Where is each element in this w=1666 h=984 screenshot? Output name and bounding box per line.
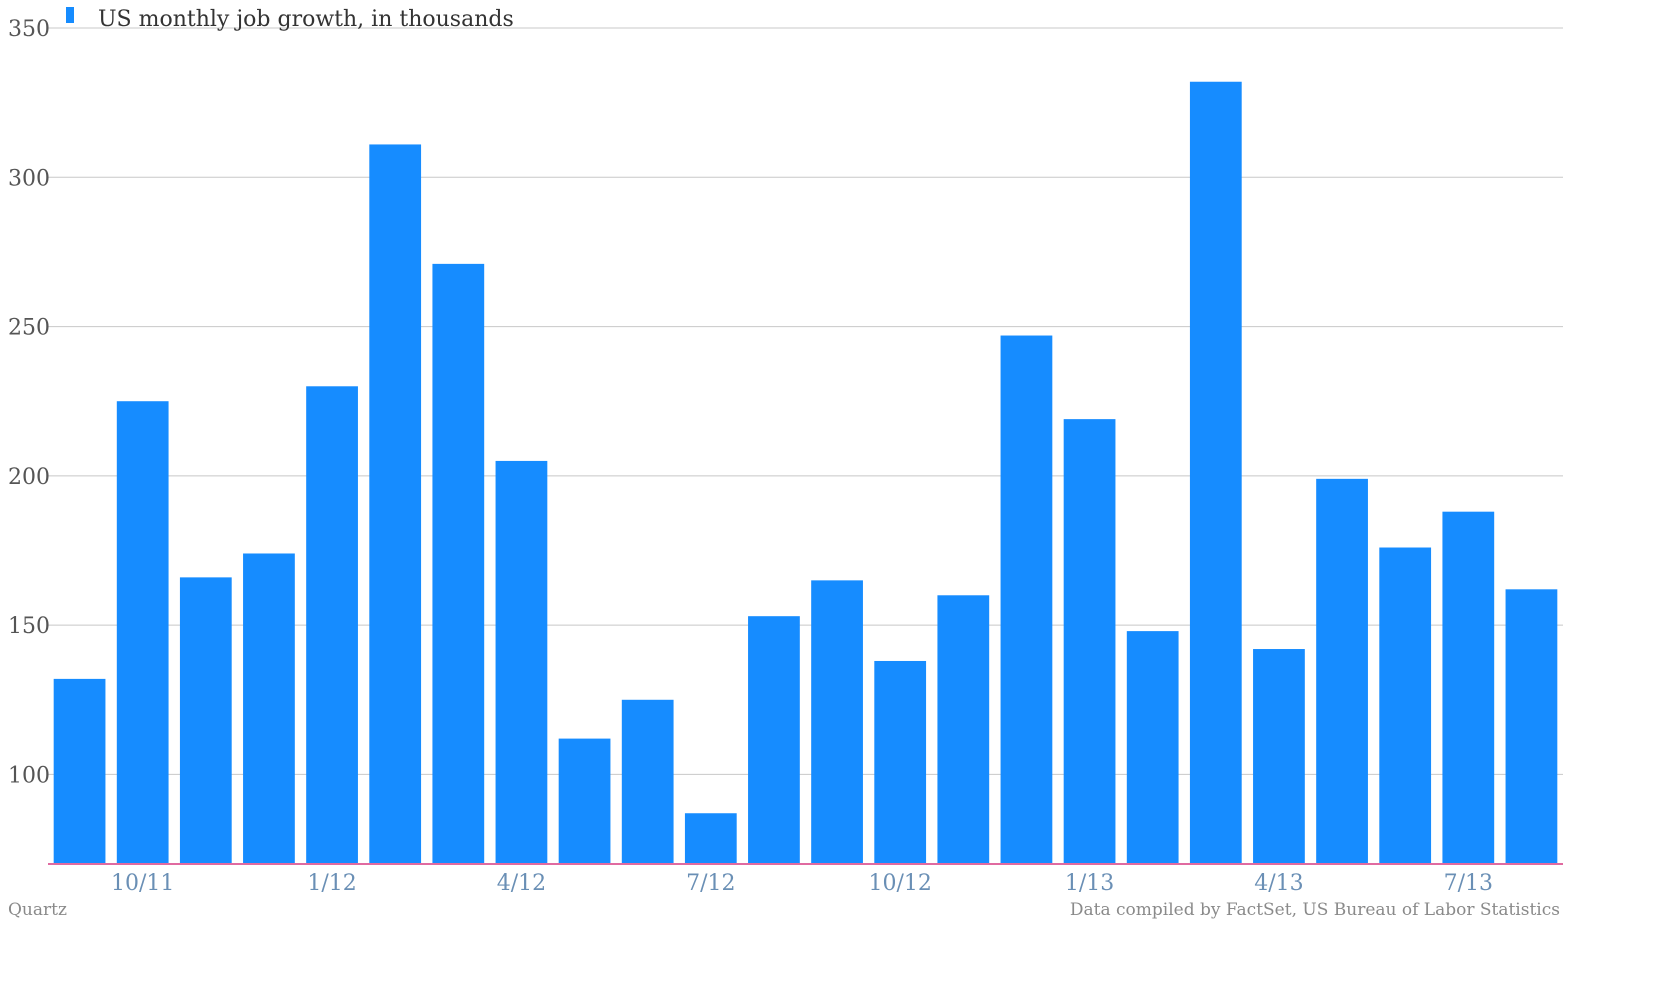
bars — [53, 81, 1558, 864]
x-tick-label-4-12: 4/12 — [497, 871, 546, 896]
bar-5-13 — [1316, 478, 1368, 864]
bar-7-12 — [684, 813, 737, 864]
legend-swatch — [66, 7, 74, 23]
y-tick-label-300: 300 — [8, 166, 50, 191]
bar-9-12 — [811, 580, 863, 864]
x-axis-ticks: 10/11 1/12 4/12 7/12 10/12 1/13 4/13 7/13 — [111, 871, 1493, 896]
y-tick-label-150: 150 — [8, 614, 50, 639]
y-axis-ticks: 350 300 250 200 150 100 — [8, 17, 50, 788]
source-credit: Data compiled by FactSet, US Bureau of L… — [1069, 900, 1560, 920]
gridlines — [48, 27, 1563, 775]
bar-8-13 — [1505, 589, 1558, 864]
bar-11-12 — [937, 595, 990, 864]
bar-6-12 — [621, 699, 674, 864]
bar-11-11 — [179, 577, 232, 864]
bar-5-12 — [558, 738, 611, 864]
bar-4-13 — [1253, 649, 1305, 864]
bar-9-11 — [53, 678, 106, 864]
y-tick-label-100: 100 — [8, 763, 50, 788]
bar-6-13 — [1379, 547, 1432, 864]
bar-10-11 — [116, 401, 169, 864]
x-tick-label-1-12: 1/12 — [307, 871, 356, 896]
y-tick-label-200: 200 — [8, 465, 50, 490]
y-tick-label-350: 350 — [8, 17, 50, 42]
x-tick-label-1-13: 1/13 — [1065, 871, 1114, 896]
bar-3-13 — [1189, 81, 1242, 864]
x-tick-label-10-12: 10/12 — [868, 871, 931, 896]
legend: US monthly job growth, in thousands — [66, 7, 514, 32]
bar-3-12 — [432, 263, 485, 864]
bar-2-12 — [369, 144, 422, 864]
brand-credit: Quartz — [8, 900, 67, 920]
bar-1-13 — [1063, 419, 1116, 864]
x-tick-label-7-12: 7/12 — [686, 871, 735, 896]
y-tick-label-250: 250 — [8, 316, 50, 341]
bar-12-11 — [243, 553, 295, 864]
x-tick-label-4-13: 4/13 — [1254, 871, 1303, 896]
bar-10-12 — [874, 660, 927, 864]
legend-label: US monthly job growth, in thousands — [98, 7, 514, 32]
x-tick-label-7-13: 7/13 — [1444, 871, 1493, 896]
bar-4-12 — [495, 460, 548, 864]
bar-8-12 — [748, 616, 800, 864]
bar-7-13 — [1442, 511, 1495, 864]
bar-2-13 — [1126, 631, 1179, 864]
x-tick-label-10-11: 10/11 — [111, 871, 174, 896]
bar-1-12 — [306, 386, 358, 864]
bar-12-12 — [1000, 335, 1053, 864]
